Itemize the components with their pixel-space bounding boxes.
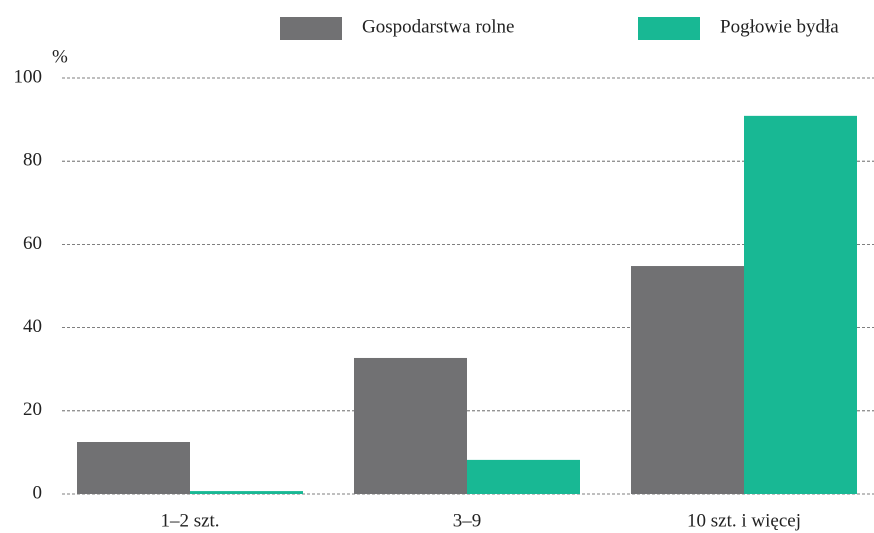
- legend-swatch: [638, 17, 700, 40]
- legend-label: Gospodarstwa rolne: [362, 16, 515, 37]
- x-tick-label: 1–2 szt.: [160, 510, 219, 531]
- y-tick-label: 40: [23, 316, 42, 337]
- y-tick-label: 60: [23, 233, 42, 254]
- y-tick-label: 20: [23, 399, 42, 420]
- legend-label: Pogłowie bydła: [720, 16, 839, 37]
- bar: [467, 459, 580, 494]
- legend-swatch: [280, 17, 342, 40]
- bar: [354, 357, 467, 494]
- bar: [744, 115, 857, 494]
- y-tick-label: 100: [14, 66, 43, 87]
- bar: [77, 442, 190, 494]
- x-tick-label: 3–9: [453, 510, 482, 531]
- y-tick-label: 0: [33, 482, 43, 503]
- x-tick-label: 10 szt. i więcej: [687, 510, 801, 531]
- y-tick-label: 80: [23, 150, 42, 171]
- y-unit: %: [52, 46, 68, 67]
- bar: [190, 491, 303, 494]
- bar: [631, 266, 744, 494]
